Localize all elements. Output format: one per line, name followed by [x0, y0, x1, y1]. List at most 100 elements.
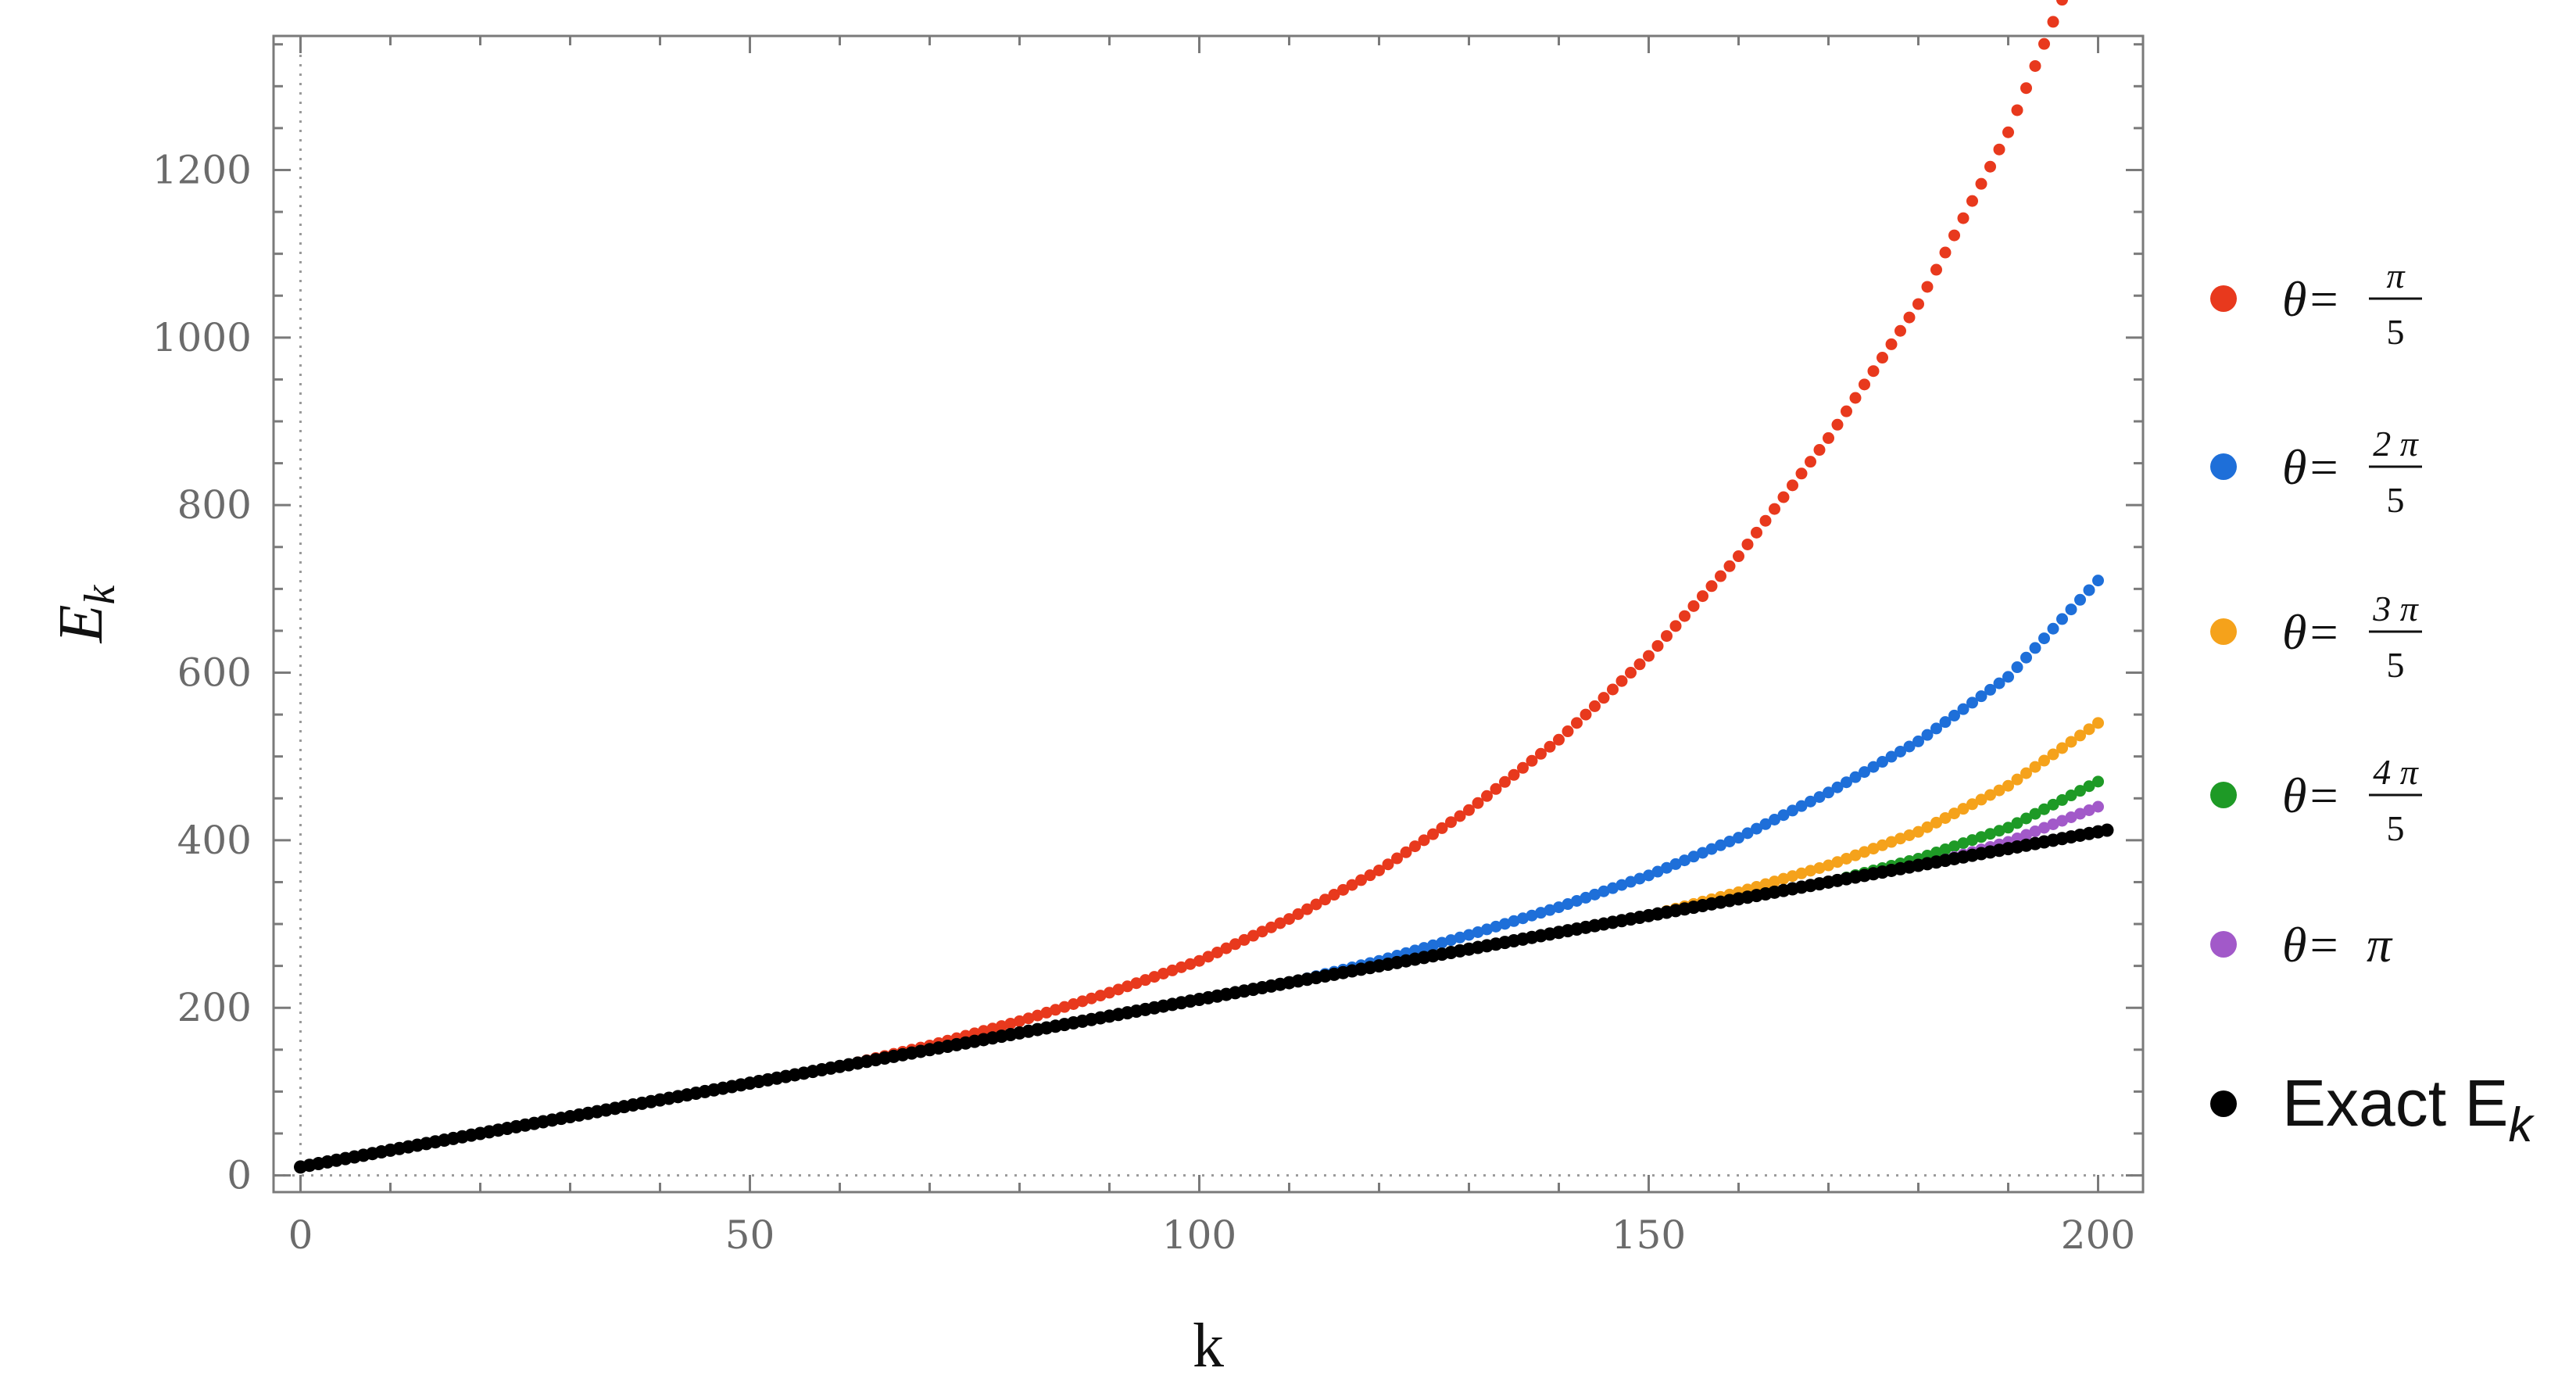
data-point — [1795, 867, 1808, 879]
data-point — [2047, 16, 2059, 28]
legend-item-2: θ= 2 π 5 — [2210, 424, 2422, 520]
data-point — [2029, 761, 2041, 773]
data-point — [1679, 610, 1690, 622]
data-point — [1310, 898, 1322, 911]
data-point — [1463, 804, 1475, 816]
data-point — [1301, 903, 1313, 915]
data-point — [1912, 825, 1924, 838]
data-point — [1427, 828, 1439, 840]
data-point — [1014, 1015, 1025, 1027]
data-point — [1966, 798, 1978, 811]
data-point — [1265, 921, 1277, 933]
data-point — [2047, 798, 2059, 811]
series-6 — [294, 823, 2114, 1174]
data-point — [1328, 889, 1340, 901]
legend-marker — [2210, 931, 2237, 958]
data-point — [1957, 803, 1970, 815]
data-point — [1373, 864, 1385, 876]
data-point — [1094, 990, 1107, 1002]
data-point — [1823, 859, 1834, 872]
data-point — [1022, 1012, 1035, 1025]
data-point — [1130, 977, 1143, 990]
data-point — [1669, 620, 1682, 632]
data-point — [1184, 958, 1197, 970]
data-point — [1957, 837, 1970, 850]
legend-item-5: θ= π — [2210, 917, 2393, 972]
data-point — [1697, 590, 1708, 603]
data-point — [1589, 700, 1601, 712]
data-point — [1615, 675, 1628, 687]
data-point — [2011, 773, 2023, 786]
data-point — [2083, 584, 2095, 596]
data-point — [1705, 580, 1718, 593]
data-point — [1643, 650, 1655, 662]
data-point — [2038, 803, 2050, 815]
data-point — [1651, 865, 1664, 878]
data-point — [1957, 703, 1970, 715]
data-point — [1535, 747, 1547, 760]
data-point — [1157, 967, 1169, 979]
data-point — [1615, 879, 1628, 891]
data-point — [1733, 832, 1744, 844]
legend-fraction-denominator: 5 — [2387, 808, 2405, 848]
data-point — [1795, 800, 1808, 812]
data-point — [1274, 917, 1286, 929]
data-point — [1741, 827, 1754, 840]
data-point — [1436, 822, 1448, 834]
data-point — [1903, 829, 1916, 841]
data-point — [1633, 872, 1646, 885]
y-tick-label: 400 — [177, 818, 252, 863]
data-point — [1238, 933, 1250, 946]
data-point — [2074, 593, 2086, 606]
data-point — [1777, 809, 1790, 822]
legend-fraction-denominator: 5 — [2387, 645, 2405, 685]
data-point — [1553, 901, 1565, 914]
data-point — [1984, 683, 1996, 696]
data-point — [1877, 756, 1888, 768]
data-point — [2011, 817, 2023, 829]
data-point — [1508, 768, 1520, 781]
data-point — [1777, 491, 1790, 503]
data-point — [2065, 736, 2077, 748]
legend-item-3: θ= 3 π 5 — [2210, 589, 2422, 685]
data-point — [1004, 1017, 1017, 1030]
data-point — [1975, 690, 1987, 703]
data-point — [1544, 740, 1556, 753]
data-point — [2083, 780, 2095, 793]
data-point — [2083, 804, 2095, 817]
data-point — [2047, 748, 2059, 761]
data-point — [2038, 822, 2050, 834]
data-point — [1607, 882, 1619, 894]
series-layer — [294, 0, 2114, 1174]
legend-marker — [2210, 285, 2237, 312]
legend-fraction-numerator: 3 π — [2372, 589, 2420, 628]
data-point — [1247, 929, 1259, 942]
data-point — [1966, 195, 1978, 207]
data-point — [1795, 467, 1808, 480]
data-point — [1553, 733, 1565, 746]
data-point — [1877, 839, 1888, 851]
data-point — [1517, 761, 1529, 774]
data-point — [2020, 651, 2032, 664]
y-tick-label: 200 — [177, 985, 252, 1030]
data-point — [1859, 846, 1870, 858]
data-point — [2011, 661, 2023, 674]
y-tick-label: 800 — [177, 482, 252, 528]
legend-marker — [2210, 618, 2237, 645]
data-point — [2083, 723, 2095, 736]
data-point — [1562, 725, 1574, 738]
data-point — [1975, 793, 1987, 806]
data-point — [1544, 904, 1556, 916]
data-point — [1831, 781, 1844, 793]
data-point — [1966, 696, 1978, 709]
data-point — [1777, 872, 1790, 885]
data-point — [1849, 392, 1862, 404]
data-point — [1382, 858, 1394, 871]
data-point — [1813, 444, 1826, 457]
data-point — [1112, 983, 1125, 996]
data-point — [1256, 926, 1268, 938]
data-point — [1930, 847, 1942, 859]
data-point — [2002, 779, 2014, 792]
y-tick-label: 0 — [227, 1153, 252, 1198]
data-point — [1633, 658, 1646, 671]
